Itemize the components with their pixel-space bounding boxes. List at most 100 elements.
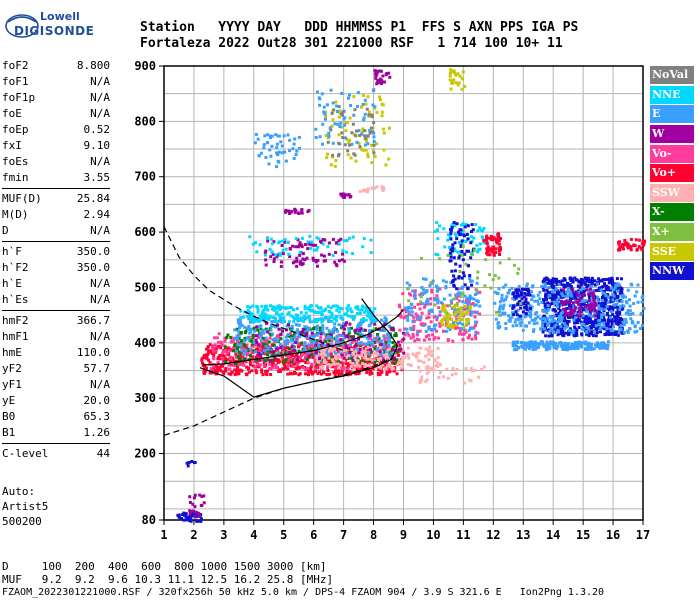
echo-point [353, 108, 357, 112]
echo-point [410, 306, 413, 310]
echo-point [633, 294, 637, 298]
echo-point [571, 280, 575, 284]
echo-point [370, 317, 374, 321]
echo-point [331, 153, 335, 157]
echo-point [198, 493, 202, 497]
echo-point [407, 310, 411, 314]
param-label: h`F2 [2, 261, 29, 274]
echo-point [522, 295, 526, 299]
echo-point [382, 186, 385, 190]
echo-point [368, 354, 372, 358]
echo-point [229, 372, 233, 376]
echo-point [286, 359, 290, 362]
echo-point [410, 328, 413, 331]
echo-point [498, 261, 502, 265]
echo-point [354, 331, 357, 335]
echo-point [296, 355, 300, 359]
echo-point [248, 235, 252, 239]
echo-point [435, 318, 439, 322]
echo-point [271, 252, 275, 256]
echo-point [419, 346, 423, 350]
echo-point [387, 338, 391, 342]
echo-point [523, 347, 527, 351]
echo-point [334, 352, 338, 356]
echo-point [250, 350, 254, 354]
echo-point [453, 313, 456, 317]
echo-point [227, 372, 231, 376]
echo-point [192, 496, 196, 500]
echo-point [475, 291, 479, 295]
echo-point [261, 328, 265, 332]
echo-point [608, 329, 611, 333]
echo-point [343, 143, 347, 147]
echo-point [552, 289, 556, 293]
echo-point [596, 314, 600, 318]
echo-point [287, 320, 291, 324]
echo-point [407, 299, 411, 303]
echo-point [391, 341, 395, 345]
echo-point [271, 332, 275, 336]
echo-point [558, 316, 562, 320]
echo-point [572, 318, 576, 322]
echo-point [618, 312, 622, 316]
echo-point [573, 330, 577, 334]
echo-point [583, 299, 587, 303]
echo-point [357, 323, 360, 327]
echo-point [496, 322, 500, 326]
echo-point [358, 134, 362, 137]
echo-point [286, 355, 290, 359]
echo-point [467, 328, 471, 332]
echo-point [497, 313, 501, 317]
echo-point [366, 187, 370, 191]
echo-point [550, 298, 554, 302]
echo-point [274, 133, 278, 137]
echo-point [274, 366, 278, 370]
echo-point [485, 247, 489, 251]
echo-point [580, 341, 584, 345]
echo-point [504, 283, 508, 287]
echo-point [577, 299, 581, 303]
echo-point [471, 326, 475, 330]
echo-point [278, 370, 282, 373]
echo-point [433, 327, 437, 331]
echo-point [589, 302, 593, 306]
echo-point [463, 304, 467, 308]
echo-point [606, 288, 610, 292]
echo-point [560, 292, 564, 296]
echo-point [318, 370, 322, 374]
echo-point [300, 236, 304, 240]
echo-point [587, 341, 591, 345]
echo-point [286, 306, 290, 310]
echo-point [203, 371, 206, 375]
echo-point [270, 344, 274, 347]
echo-point [294, 323, 298, 327]
echo-point [329, 343, 333, 347]
echo-point [551, 319, 555, 323]
echo-point [613, 315, 617, 319]
echo-point [361, 349, 364, 353]
echo-point [363, 310, 367, 314]
echo-point [349, 104, 353, 107]
echo-point [435, 315, 439, 319]
echo-point [263, 134, 267, 138]
echo-point [344, 345, 348, 349]
echo-point [224, 360, 228, 363]
echo-point [600, 341, 603, 345]
echo-point [440, 319, 444, 323]
echo-point [468, 294, 472, 298]
echo-point [228, 355, 232, 359]
echo-point [319, 329, 322, 333]
echo-point [275, 165, 278, 169]
echo-point [460, 231, 464, 235]
echo-point [382, 358, 386, 362]
echo-point [270, 354, 274, 358]
echo-point [340, 307, 344, 311]
param-row: fmin 3.55 [2, 170, 110, 186]
echo-point [469, 296, 473, 300]
echo-point [270, 134, 274, 138]
echo-point [212, 353, 216, 357]
echo-point [594, 289, 598, 293]
echo-point [359, 367, 363, 371]
echo-point [188, 495, 192, 499]
echo-point [303, 307, 307, 311]
